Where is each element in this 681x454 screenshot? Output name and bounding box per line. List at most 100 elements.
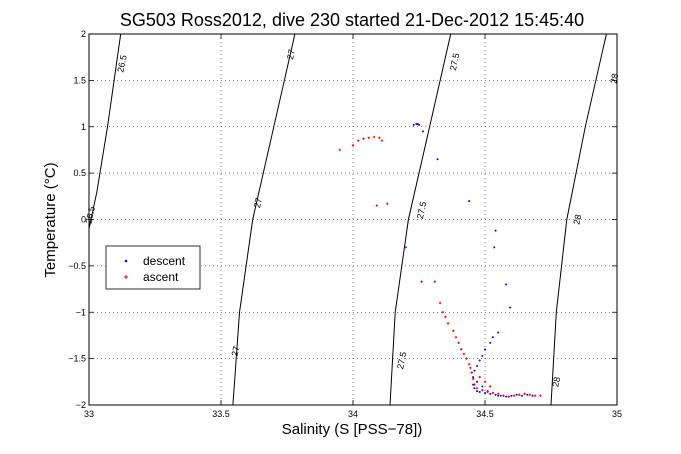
contour-label: 27.5 — [415, 201, 428, 220]
ascent-point — [441, 311, 444, 314]
legend: descent ascent — [105, 245, 201, 290]
contour-line — [389, 33, 452, 406]
contour-label: 27 — [285, 48, 297, 60]
ascent-point — [481, 388, 484, 392]
ascent-point — [483, 380, 487, 384]
legend-label-ascent: ascent — [143, 270, 179, 284]
ascent-point — [462, 352, 466, 356]
y-tick-label: −1 — [76, 307, 86, 317]
ascent-point — [438, 301, 442, 305]
descent-point — [478, 359, 481, 362]
legend-marker-ascent — [124, 275, 128, 279]
x-tick-label: 33.5 — [212, 409, 230, 419]
ascent-point — [465, 357, 468, 360]
descent-point — [476, 390, 479, 393]
y-tick-label: −0.5 — [68, 261, 86, 271]
descent-point — [472, 376, 475, 379]
descent-point — [468, 199, 471, 202]
descent-point — [412, 123, 415, 126]
ascent-point — [469, 366, 472, 370]
ascent-point — [454, 336, 458, 339]
descent-point — [478, 391, 481, 394]
contour-label: 26.5 — [115, 54, 128, 73]
x-axis-label: Salinity (S [PSS−78]) — [282, 421, 422, 438]
descent-point — [531, 394, 534, 397]
descent-point — [489, 392, 492, 395]
y-tick-label: −1.5 — [68, 354, 86, 364]
ascent-point — [375, 204, 378, 207]
contour-label: 28 — [550, 376, 562, 388]
y-tick-label: −2 — [76, 400, 86, 410]
descent-point — [510, 394, 513, 397]
data-points — [338, 122, 542, 398]
contour-label: 27 — [230, 345, 242, 357]
ascent-point — [502, 394, 505, 397]
descent-point — [476, 365, 479, 368]
descent-point — [481, 385, 484, 388]
ascent-point — [467, 362, 471, 366]
descent-point — [418, 123, 420, 126]
chart-title: SG503 Ross2012, dive 230 started 21-Dec-… — [120, 10, 584, 30]
x-tick-label: 34.5 — [476, 409, 494, 419]
contour-label: 28 — [608, 73, 620, 85]
ascent-point — [512, 394, 516, 397]
descent-point — [421, 130, 424, 133]
ascent-point — [460, 348, 463, 351]
descent-point — [494, 229, 497, 232]
contour-label: 27.5 — [395, 351, 408, 370]
descent-point — [493, 246, 496, 249]
legend-box — [105, 245, 201, 290]
ascent-point — [471, 377, 475, 381]
descent-point — [494, 393, 497, 396]
ascent-point — [478, 375, 481, 379]
ascent-point — [357, 139, 360, 142]
ascent-point — [491, 391, 495, 395]
descent-point — [473, 387, 476, 390]
ascent-point — [446, 322, 450, 325]
descent-point — [484, 348, 486, 351]
ascent-point — [362, 137, 365, 141]
x-tick-label: 33 — [84, 409, 94, 419]
y-tick-label: 2 — [81, 29, 86, 39]
ascent-point — [404, 246, 407, 249]
ascent-point — [351, 144, 355, 147]
descent-point — [489, 341, 492, 344]
descent-point — [436, 158, 439, 161]
legend-label-descent: descent — [143, 254, 186, 268]
descent-point — [526, 393, 529, 396]
contour-label: 27.5 — [448, 52, 461, 71]
descent-point — [484, 391, 486, 394]
descent-point — [473, 369, 476, 372]
ascent-point — [378, 136, 381, 140]
ascent-point — [497, 392, 500, 396]
ascent-point — [486, 390, 489, 394]
contour-label: 28 — [571, 214, 583, 226]
descent-point — [497, 331, 500, 334]
ascent-point — [470, 371, 473, 374]
descent-point — [481, 354, 484, 357]
ascent-point — [433, 280, 437, 283]
ascent-point — [372, 135, 376, 139]
descent-point — [509, 306, 512, 309]
y-tick-label: 1 — [81, 122, 86, 132]
descent-point — [520, 394, 523, 397]
descent-point — [499, 394, 502, 397]
ascent-point — [420, 280, 423, 283]
ascent-point — [457, 341, 460, 345]
ascent-point — [452, 329, 455, 332]
y-tick-label: 1.5 — [73, 75, 86, 85]
ascent-point — [539, 394, 542, 397]
descent-point — [515, 393, 518, 396]
ascent-point — [489, 385, 492, 388]
ascent-point — [473, 383, 476, 386]
y-tick-label: 0.5 — [73, 168, 86, 178]
ascent-point — [386, 202, 389, 205]
y-axis-label: Temperature (°C) — [42, 162, 59, 277]
contour-line — [88, 33, 122, 229]
contour-label: 27 — [252, 197, 264, 209]
ascent-point — [367, 136, 371, 140]
ascent-point — [528, 393, 532, 396]
ascent-point — [380, 139, 384, 142]
